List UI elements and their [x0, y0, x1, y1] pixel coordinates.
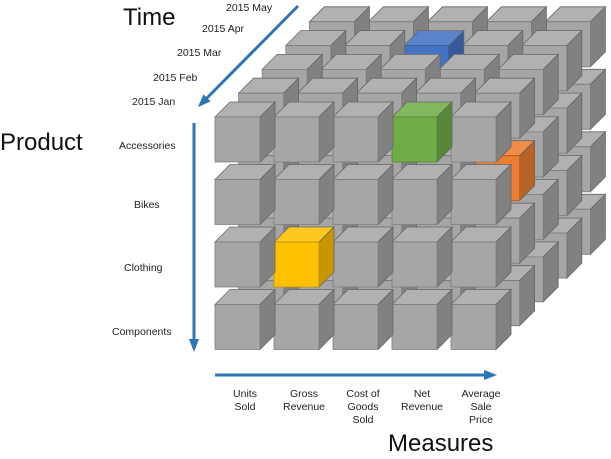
measure-label: Units Sold [233, 388, 257, 413]
cube-cell [450, 163, 512, 226]
cube-front-face [450, 116, 497, 163]
cube-front-face [273, 304, 320, 350]
cube-front-face [391, 241, 438, 288]
time-axis-title: Time [123, 4, 176, 31]
cube-front-face [391, 116, 438, 163]
measures-axis-arrow [215, 370, 497, 380]
product-axis-arrow [189, 123, 199, 352]
cube-front-face [214, 304, 261, 350]
cube-cell [273, 163, 335, 226]
cube-cell [214, 288, 276, 351]
cube-cell [273, 101, 335, 163]
cube-front-face [450, 304, 497, 350]
cube-front-face [214, 179, 261, 225]
measure-label: Cost of Goods Sold [346, 388, 380, 426]
cube-cell [332, 101, 394, 163]
cube-front-face [332, 179, 379, 225]
cube-front-face [391, 304, 438, 350]
cube-cell [332, 288, 394, 351]
cube-cell [391, 163, 453, 226]
cube-front-face [332, 241, 379, 288]
measure-label: Gross Revenue [282, 388, 326, 413]
cube-cell [332, 163, 394, 226]
measures-axis-title: Measures [388, 430, 494, 457]
time-label: 2015 Feb [153, 72, 198, 84]
measure-label: Net Revenue [400, 388, 444, 413]
cube-front-face [273, 241, 320, 288]
cube-cell [450, 226, 512, 288]
cube-front-face [450, 179, 497, 225]
cube-front-face [273, 179, 320, 225]
cube-front-face [273, 116, 320, 163]
cube-cell [391, 288, 453, 351]
cube-front-face [214, 116, 261, 163]
cube-front-face [332, 116, 379, 163]
highlighted-cell [391, 101, 453, 163]
time-axis-arrow [197, 4, 300, 108]
time-label: 2015 Mar [177, 47, 222, 59]
cube-cell [391, 226, 453, 288]
time-label: 2015 Apr [202, 23, 245, 35]
cube-cell [332, 226, 394, 288]
product-label: Components [112, 326, 172, 338]
cube-cell [450, 101, 512, 163]
cube-cell [450, 288, 512, 351]
cube-front-face [450, 241, 497, 288]
cube-front-face [332, 304, 379, 350]
time-label: 2015 Jan [132, 96, 176, 108]
product-label: Bikes [134, 199, 160, 211]
cube-cell [214, 101, 276, 163]
product-axis-title: Product [0, 129, 83, 156]
cube-cell [214, 226, 276, 288]
cube-cell [273, 288, 335, 351]
cube-cell [214, 163, 276, 226]
cube-front-face [214, 241, 261, 288]
product-label: Clothing [124, 262, 163, 274]
product-label: Accessories [119, 140, 176, 152]
time-label: 2015 May [226, 2, 273, 14]
cube-front-face [391, 179, 438, 225]
highlighted-cell [273, 226, 335, 288]
measure-label: Average Sale Price [461, 388, 501, 426]
